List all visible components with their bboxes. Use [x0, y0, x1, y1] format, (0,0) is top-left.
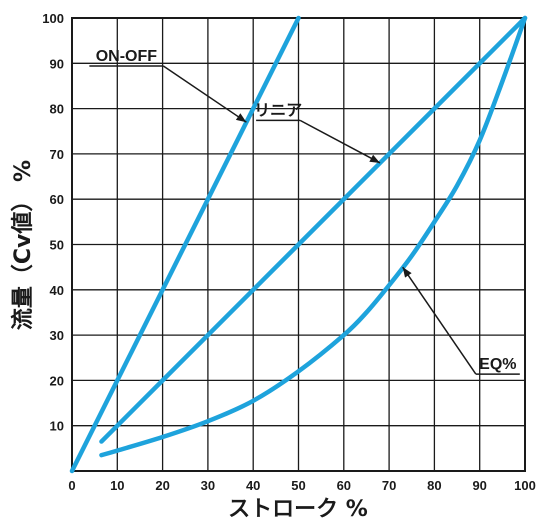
y-tick-label-20: 20	[50, 373, 64, 388]
x-tick-label-30: 30	[201, 478, 215, 493]
annotation-arrowhead-0	[235, 113, 247, 123]
annotation-leader-0	[162, 65, 247, 123]
y-tick-label-60: 60	[50, 192, 64, 207]
series-line-2	[99, 15, 528, 458]
annotation-label-0: ON-OFF	[96, 48, 158, 65]
series-lines	[69, 15, 528, 474]
y-tick-label-90: 90	[50, 56, 64, 71]
annotation-arrowhead-2	[402, 267, 412, 278]
x-tick-label-40: 40	[246, 478, 260, 493]
x-tick-label-20: 20	[155, 478, 169, 493]
series-line-1	[99, 15, 528, 444]
x-tick-label-50: 50	[291, 478, 305, 493]
y-tick-label-70: 70	[50, 147, 64, 162]
x-axis-title: ストローク %	[228, 497, 368, 522]
x-tick-label-100: 100	[514, 478, 536, 493]
y-tick-label-50: 50	[50, 238, 64, 253]
y-tick-label-80: 80	[50, 102, 64, 117]
tick-labels: 0 10 20 30 40 50 60 70 80 90 100 10 20 30 40 50 60 70 80 90…	[42, 11, 536, 493]
y-tick-label-10: 10	[50, 419, 64, 434]
y-tick-label-40: 40	[50, 283, 64, 298]
y-tick-label-30: 30	[50, 328, 64, 343]
x-tick-label-60: 60	[337, 478, 351, 493]
x-tick-label-80: 80	[427, 478, 441, 493]
annotation-leader-2	[402, 266, 477, 375]
x-tick-label-0: 0	[68, 478, 75, 493]
annotation-label-1: リニア	[254, 102, 302, 119]
x-tick-label-10: 10	[110, 478, 124, 493]
series-line-0	[69, 15, 301, 474]
y-tick-label-100: 100	[42, 11, 64, 26]
annotation-arrowhead-1	[369, 154, 381, 163]
annotations: ON-OFF リニア EQ%	[89, 48, 520, 375]
annotation-leader-1	[299, 119, 381, 164]
x-tick-label-90: 90	[472, 478, 486, 493]
y-axis-title: 流量（Cv値） %	[10, 160, 36, 330]
x-tick-label-70: 70	[382, 478, 396, 493]
annotation-label-2: EQ%	[479, 356, 516, 373]
